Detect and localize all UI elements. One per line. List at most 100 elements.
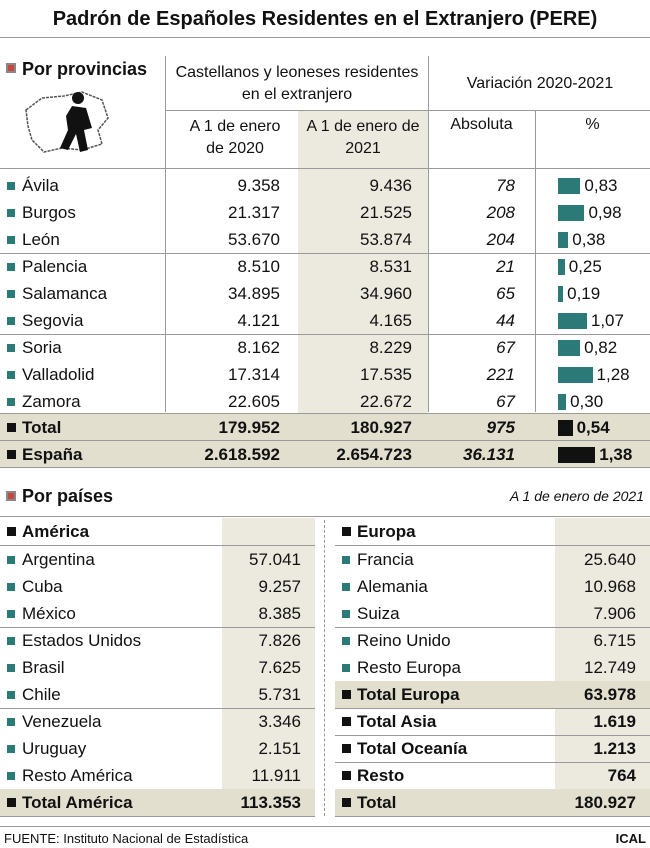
row-name: Suiza [357, 603, 400, 623]
rule [0, 37, 650, 38]
rule [335, 762, 650, 763]
cell: 180.927 [574, 792, 636, 812]
bar-label: 0,98 [588, 202, 622, 222]
total-shade [335, 789, 650, 816]
cell: 764 [607, 765, 636, 785]
cell: 67 [496, 337, 515, 357]
bullet [7, 262, 15, 271]
map-icon [25, 91, 109, 153]
cell: 7.826 [258, 630, 301, 650]
cell: 78 [496, 175, 515, 195]
cell: 22.605 [228, 391, 280, 411]
cell: 180.927 [350, 417, 412, 437]
row-name: Total [357, 792, 397, 812]
cell: 17.314 [228, 364, 280, 384]
row-name: México [22, 603, 76, 623]
bullet [342, 771, 351, 780]
bar-label: 1,38 [599, 444, 633, 464]
cell: 2.151 [258, 738, 301, 758]
group-header: Castellanos y leoneses residentes en el … [175, 64, 419, 103]
rule [535, 110, 536, 412]
value-shade [222, 518, 315, 815]
credit: ICAL [615, 830, 646, 846]
cell: 4.165 [369, 310, 412, 330]
rule [335, 708, 650, 709]
rule [0, 708, 315, 709]
row-name: Argentina [22, 549, 95, 569]
cell: 9.436 [369, 175, 412, 195]
bullet [6, 63, 16, 73]
row-name: Salamanca [22, 283, 108, 303]
cell: 113.353 [240, 792, 301, 812]
cell: 22.672 [360, 391, 412, 411]
cell: 221 [486, 364, 515, 384]
bullet [7, 636, 15, 645]
cell: 179.952 [218, 417, 280, 437]
bar [558, 204, 585, 221]
cell: 17.535 [360, 364, 412, 384]
bar-label: 1,07 [590, 310, 624, 330]
group-name: Europa [357, 521, 416, 541]
cell: 9.358 [237, 175, 280, 195]
rule [335, 816, 650, 817]
row-name: Soria [22, 337, 62, 357]
bullet [7, 181, 15, 190]
cell: 208 [486, 202, 515, 222]
bar [558, 231, 569, 248]
row-name: Resto América [22, 765, 133, 785]
bar [558, 258, 565, 275]
cell: 8.162 [237, 337, 280, 357]
bullet [342, 744, 351, 753]
bullet [342, 798, 351, 807]
rule [165, 56, 166, 412]
cell: 975 [486, 417, 515, 437]
cell: 53.670 [228, 229, 280, 249]
cell: 21.525 [360, 202, 412, 222]
row-name: Estados Unidos [22, 630, 142, 650]
bar [558, 419, 573, 436]
rule [0, 627, 315, 628]
divider [324, 520, 325, 816]
row-name: Zamora [22, 391, 81, 411]
total-shade [0, 441, 650, 467]
row-name: Resto Europa [357, 657, 461, 677]
bar [558, 285, 564, 302]
bullet [7, 316, 15, 325]
bar-label: 0,82 [584, 337, 618, 357]
bullet [342, 527, 351, 536]
cell: 7.906 [593, 603, 636, 623]
row-name: Total Asia [357, 711, 437, 731]
cell: 3.346 [258, 711, 301, 731]
col-header: A 1 de enero de 2020 [189, 118, 281, 157]
cell: 8.229 [369, 337, 412, 357]
cell: 25.640 [584, 549, 636, 569]
row-name: Chile [22, 684, 61, 704]
rule [335, 545, 650, 546]
rule [0, 816, 315, 817]
row-name: León [22, 229, 60, 249]
cell: 67 [496, 391, 515, 411]
bullet [7, 663, 15, 672]
row-name: Brasil [22, 657, 65, 677]
section-heading: Por países [22, 485, 114, 506]
bullet [7, 582, 15, 591]
row-name: Valladolid [22, 364, 95, 384]
bar [558, 366, 593, 383]
bullet [7, 717, 15, 726]
rule [0, 467, 650, 468]
bullet [7, 609, 15, 618]
bullet [342, 717, 351, 726]
bar [558, 312, 587, 329]
cell: 1.619 [593, 711, 636, 731]
total-shade [335, 681, 650, 708]
cell: 6.715 [593, 630, 636, 650]
cell: 8.510 [237, 256, 280, 276]
bullet [7, 289, 15, 298]
cell: 57.041 [249, 549, 301, 569]
bullet [7, 527, 16, 536]
rule [0, 440, 650, 441]
bullet [342, 636, 350, 645]
bullet [7, 690, 15, 699]
group-name: América [22, 521, 90, 541]
row-name: Alemania [357, 576, 428, 596]
